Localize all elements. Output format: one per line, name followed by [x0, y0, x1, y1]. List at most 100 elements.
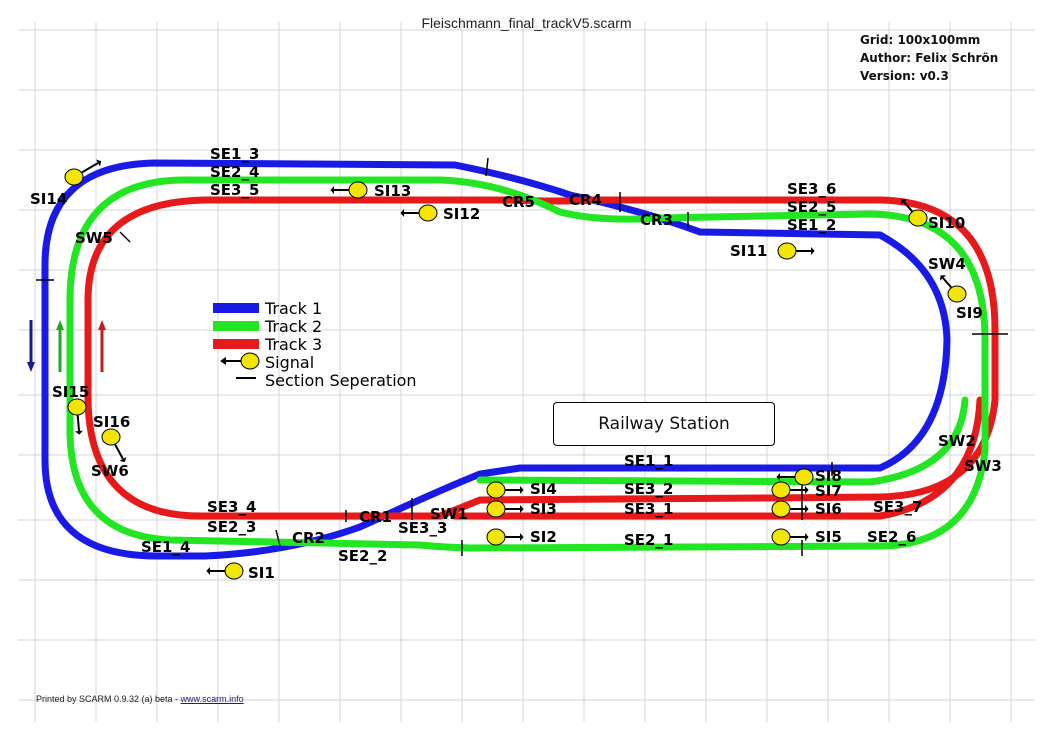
legend-label-track-2: Track 2 — [264, 317, 322, 336]
label-si15: SI15 — [52, 383, 89, 401]
label-si4: SI4 — [530, 480, 557, 498]
legend-label-track-1: Track 1 — [264, 299, 322, 318]
label-se3-6: SE3_6 — [787, 180, 836, 198]
track-3-loop — [84, 196, 999, 520]
signal-arrowhead-icon — [119, 457, 127, 463]
track-3-siding — [451, 396, 984, 520]
signal-si8 — [776, 468, 814, 486]
label-si9: SI9 — [956, 304, 983, 322]
label-si5: SI5 — [815, 528, 842, 546]
label-si6: SI6 — [815, 500, 842, 518]
signal-si9 — [939, 275, 967, 303]
signal-arrowhead-icon — [805, 533, 809, 541]
signal-si3 — [486, 500, 524, 518]
signal-lamp-icon — [486, 528, 506, 546]
signal-lamp-icon — [486, 500, 506, 518]
label-se2-3: SE2_3 — [207, 518, 256, 536]
signal-si10 — [900, 199, 928, 227]
label-sw1: SW1 — [430, 505, 468, 523]
signal-arrowhead-icon — [900, 199, 908, 205]
signal-si16 — [101, 428, 127, 463]
signal-si12 — [400, 204, 438, 222]
signal-lamp-icon — [771, 481, 791, 499]
signal-arrowhead-icon — [330, 186, 334, 194]
legend-signal-icon-arrowhead — [220, 357, 226, 365]
label-se2-4: SE2_4 — [210, 163, 259, 181]
railway-station-box: Railway Station — [553, 402, 775, 446]
label-se2-1: SE2_1 — [624, 531, 673, 549]
scarm-link[interactable]: www.scarm.info — [180, 694, 244, 704]
signal-lamp-icon — [794, 468, 814, 486]
label-si3: SI3 — [530, 500, 557, 518]
signal-lamp-icon — [771, 528, 791, 546]
label-se3-5: SE3_5 — [210, 181, 259, 199]
signal-arrowhead-icon — [776, 473, 780, 481]
signal-arrowhead-icon — [805, 505, 809, 513]
legend-swatch-track-1 — [213, 303, 259, 313]
label-se3-2: SE3_2 — [624, 480, 673, 498]
label-cr4: CR4 — [569, 191, 602, 209]
signal-arrowhead-icon — [95, 159, 102, 167]
track-1-loop — [41, 159, 951, 560]
author-info: Author: Felix Schrön — [860, 51, 999, 65]
label-se2-5: SE2_5 — [787, 198, 836, 216]
legend-swatch-track-2 — [213, 321, 259, 331]
label-si13: SI13 — [374, 182, 411, 200]
railway-station-label: Railway Station — [598, 414, 730, 434]
legend-label-signal: Signal — [265, 353, 314, 372]
signal-lamp-icon — [67, 398, 87, 416]
label-si7: SI7 — [815, 482, 842, 500]
version-info: Version: v0.3 — [860, 69, 949, 83]
signal-lamp-icon — [908, 209, 928, 227]
section-separation — [485, 157, 489, 177]
signal-arrowhead-icon — [939, 275, 947, 281]
label-se3-4: SE3_4 — [207, 498, 256, 516]
signal-si6 — [771, 500, 809, 518]
signal-arrowhead-icon — [75, 430, 83, 435]
signal-lamp-icon — [771, 500, 791, 518]
label-cr1: CR1 — [359, 508, 392, 526]
signal-si11 — [777, 242, 815, 260]
label-si2: SI2 — [530, 528, 557, 546]
label-se2-2: SE2_2 — [338, 547, 387, 565]
label-se1-1: SE1_1 — [624, 452, 673, 470]
track-2 — [66, 176, 989, 552]
label-sw3: SW3 — [964, 457, 1002, 475]
legend-swatch-track-3 — [213, 339, 259, 349]
track-2-station-inner — [476, 396, 969, 486]
label-si11: SI11 — [730, 242, 767, 260]
printed-by-text: Printed by SCARM 0.9.32 (a) beta - — [36, 694, 181, 704]
label-se2-6: SE2_6 — [867, 528, 916, 546]
label-se3-3: SE3_3 — [398, 519, 447, 537]
signals — [64, 159, 967, 580]
legend-label-track-3: Track 3 — [264, 335, 322, 354]
signal-lamp-icon — [486, 481, 506, 499]
label-cr3: CR3 — [640, 211, 673, 229]
label-si14: SI14 — [30, 190, 67, 208]
signal-lamp-icon — [777, 242, 797, 260]
signal-lamp-icon — [348, 181, 368, 199]
label-sw4: SW4 — [928, 255, 966, 273]
signal-lamp-icon — [64, 168, 84, 186]
section-separation — [275, 529, 281, 547]
label-se3-1: SE3_1 — [624, 500, 673, 518]
label-sw5: SW5 — [75, 229, 113, 247]
label-se1-4: SE1_4 — [141, 538, 190, 556]
signal-arrowhead-icon — [805, 486, 809, 494]
track-1 — [41, 159, 951, 560]
signal-arrowhead-icon — [811, 247, 815, 255]
signal-arrowhead-icon — [400, 209, 404, 217]
footer: Printed by SCARM 0.9.32 (a) beta - www.s… — [36, 694, 244, 704]
signal-si13 — [330, 181, 368, 199]
signal-lamp-icon — [947, 285, 967, 303]
signal-si2 — [486, 528, 524, 546]
signal-arrowhead-icon — [520, 533, 524, 541]
label-cr5: CR5 — [502, 193, 535, 211]
track-labels: SE1_3 SE2_4 SE3_5 SI13 SI12 SI14 CR5 CR4… — [30, 145, 1002, 582]
signal-si15 — [67, 398, 87, 435]
signal-arrowhead-icon — [520, 486, 524, 494]
signal-si14 — [64, 159, 102, 186]
label-si12: SI12 — [443, 205, 480, 223]
